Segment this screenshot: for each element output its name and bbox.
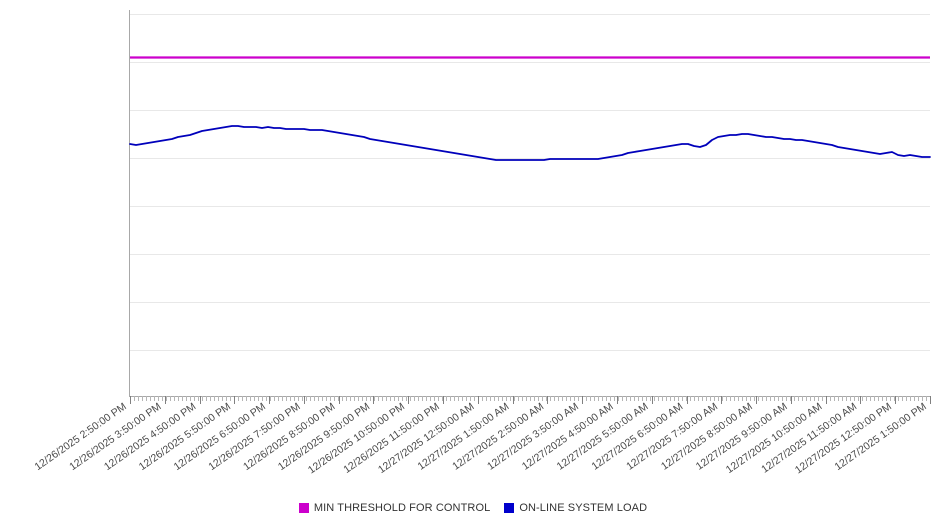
load-line [129,125,931,161]
legend-label: ON-LINE SYSTEM LOAD [519,502,648,514]
legend-item-on-line-system-load[interactable]: ON-LINE SYSTEM LOAD [504,502,647,514]
x-axis-major-ticks [130,396,931,404]
chart-legend: MIN THRESHOLD FOR CONTROL ON-LINE SYSTEM… [0,496,946,520]
legend-item-min-threshold-for-control[interactable]: MIN THRESHOLD FOR CONTROL [298,502,491,514]
legend-label: MIN THRESHOLD FOR CONTROL [313,502,491,514]
series-on-line-system-load [129,125,931,161]
legend-swatch-icon [298,503,309,513]
legend-swatch-icon [504,503,515,513]
gridlines [129,14,930,351]
plot-background [129,10,930,396]
